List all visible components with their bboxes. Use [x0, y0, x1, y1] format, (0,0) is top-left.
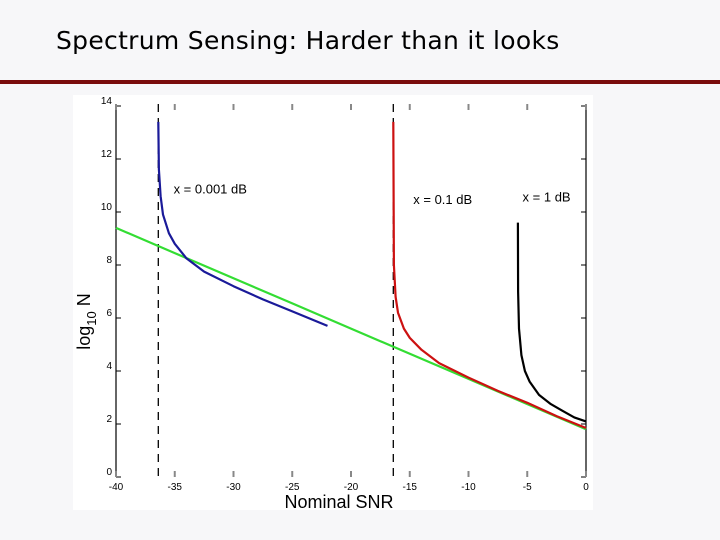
series-line: [516, 222, 587, 423]
series-line: [157, 121, 328, 327]
slide-title: Spectrum Sensing: Harder than it looks: [56, 26, 560, 55]
y-tick-label: 0: [106, 467, 112, 478]
chart-panel: 0 2 4 6 8 10 12 14 -40 -35 -30 -25 -20 -15 -10 -5 0 Nomin…: [73, 95, 593, 510]
curve-annotation: x = 0.1 dB: [413, 192, 472, 207]
series-line: [392, 121, 587, 430]
x-tick-label: -10: [461, 482, 476, 493]
y-axis-title: log10 N: [74, 293, 99, 350]
x-tick-label: 0: [583, 482, 589, 493]
y-tick-label: 14: [101, 96, 113, 107]
curve-annotation: x = 0.001 dB: [174, 181, 247, 196]
x-tick-label: -30: [226, 482, 241, 493]
y-tick-label: 4: [106, 361, 112, 372]
x-tick-label: -20: [344, 482, 359, 493]
y-tick-label: 8: [106, 255, 112, 266]
title-divider: [0, 80, 720, 84]
curve-annotation: x = 1 dB: [523, 189, 571, 204]
y-tick-label: 12: [101, 149, 113, 160]
y-tick-label: 2: [106, 414, 112, 425]
x-tick-label: -40: [109, 482, 124, 493]
x-tick-label: -15: [403, 482, 418, 493]
line-chart: 0 2 4 6 8 10 12 14 -40 -35 -30 -25 -20 -15 -10 -5 0 Nomin…: [74, 96, 589, 510]
x-tick-label: -25: [285, 482, 300, 493]
x-axis-title: Nominal SNR: [284, 492, 393, 510]
y-tick-label: 6: [106, 308, 112, 319]
y-tick-label: 10: [101, 202, 113, 213]
x-tick-label: -5: [523, 482, 532, 493]
x-tick-label: -35: [168, 482, 183, 493]
